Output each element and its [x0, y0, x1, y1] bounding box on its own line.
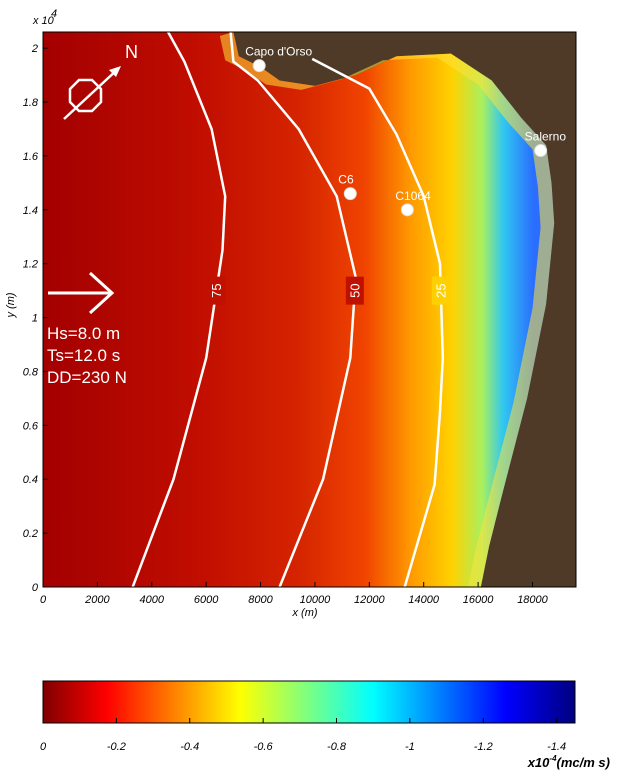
map-plot: 75 50 25 Capo d'Orso C6 C1064 Salerno: [43, 32, 576, 587]
x-axis-ticks: 0 2000 4000 6000 8000 10000 12000 14000 16000 180…: [40, 582, 549, 606]
y-tick-label: 0.8: [23, 366, 39, 378]
contour-label-bg: [345, 276, 364, 305]
units-suffix: (mc/m s): [557, 755, 610, 770]
contour-label-75: 75: [209, 283, 224, 297]
y-tick-label: 1.6: [23, 151, 39, 163]
x-tick-label: 10000: [300, 594, 331, 606]
y-axis-ticks: 0 0.2 0.4 0.6 0.8 1 1.2 1.4 1.6 1.8 2: [23, 43, 48, 594]
wave-direction-arrow-icon: [48, 271, 115, 315]
y-tick-label: 0.6: [23, 420, 39, 432]
y-axis-multiplier-exponent: 4: [51, 8, 57, 20]
location-marker: [252, 59, 266, 73]
x-tick-label: 2000: [84, 594, 110, 606]
colorbar: 0 -0.2 -0.4 -0.6 -0.8 -1 -1.2 -1.4: [40, 680, 576, 753]
y-tick-label: 0.2: [23, 528, 38, 540]
contour-lines: 75 50 25: [131, 32, 450, 587]
x-axis-label: x (m): [291, 607, 317, 619]
x-tick-label: 0: [40, 594, 47, 606]
y-tick-label: 1.4: [23, 205, 38, 217]
contour-line-25: [311, 57, 445, 587]
y-tick-label: 2: [31, 43, 38, 55]
plot-frame: [42, 31, 577, 588]
location-marker: [343, 187, 357, 201]
x-tick-label: 8000: [248, 594, 273, 606]
contour-label-bg: [207, 276, 226, 305]
contour-line-75: [131, 32, 227, 587]
x-tick-label: 18000: [517, 594, 548, 606]
y-tick-label: 1: [32, 313, 38, 325]
location-label: Salerno: [525, 130, 567, 144]
colorbar-tick-label: 0: [40, 741, 47, 753]
x-tick-label: 6000: [194, 594, 219, 606]
colorbar-tick-label: -0.6: [254, 741, 274, 753]
location-label: Capo d'Orso: [245, 45, 312, 59]
x-tick-label: 16000: [463, 594, 494, 606]
wave-direction-label: DD=230 N: [47, 368, 127, 387]
wave-field: [43, 32, 555, 587]
svg-text:x10-4(mc/m s): x10-4(mc/m s): [527, 754, 610, 770]
contour-label-bg: [431, 276, 450, 305]
colorbar-tick-label: -0.2: [107, 741, 126, 753]
colorbar-tick-label: -1.4: [547, 741, 566, 753]
x-tick-label: 14000: [408, 594, 439, 606]
y-tick-label: 1.2: [23, 259, 38, 271]
contour-label-25: 25: [433, 283, 448, 297]
location-label: C1064: [395, 189, 431, 203]
wave-height-label: Hs=8.0 m: [47, 324, 120, 343]
north-compass-icon: [63, 66, 121, 120]
north-label: N: [125, 42, 138, 62]
colorbar-tick-label: -1: [405, 741, 415, 753]
location-markers: Capo d'Orso C6 C1064 Salerno: [245, 45, 567, 217]
wave-period-label: Ts=12.0 s: [47, 346, 120, 365]
colorbar-tick-label: -1.2: [474, 741, 493, 753]
colorbar-tick-label: -0.8: [327, 741, 347, 753]
y-axis-label: y (m): [5, 292, 17, 318]
y-tick-label: 1.8: [23, 97, 39, 109]
units-exponent: -4: [549, 754, 557, 763]
y-tick-label: 0.4: [23, 474, 38, 486]
colorbar-tick-label: -0.4: [180, 741, 199, 753]
colorbar-units: x10-4(mc/m s): [527, 754, 610, 770]
units-prefix: x10: [527, 755, 550, 770]
x-tick-label: 12000: [354, 594, 385, 606]
contour-label-50: 50: [347, 283, 362, 297]
colorbar-gradient: [42, 680, 576, 724]
location-label: C6: [338, 173, 354, 187]
y-tick-label: 0: [32, 582, 39, 594]
colorbar-ticks: 0 -0.2 -0.4 -0.6 -0.8 -1 -1.2 -1.4: [40, 718, 566, 753]
x-tick-label: 4000: [140, 594, 165, 606]
location-marker: [400, 203, 414, 217]
y-axis-multiplier: x 10: [32, 15, 55, 27]
contour-line-50: [229, 32, 357, 587]
location-marker: [534, 144, 548, 158]
